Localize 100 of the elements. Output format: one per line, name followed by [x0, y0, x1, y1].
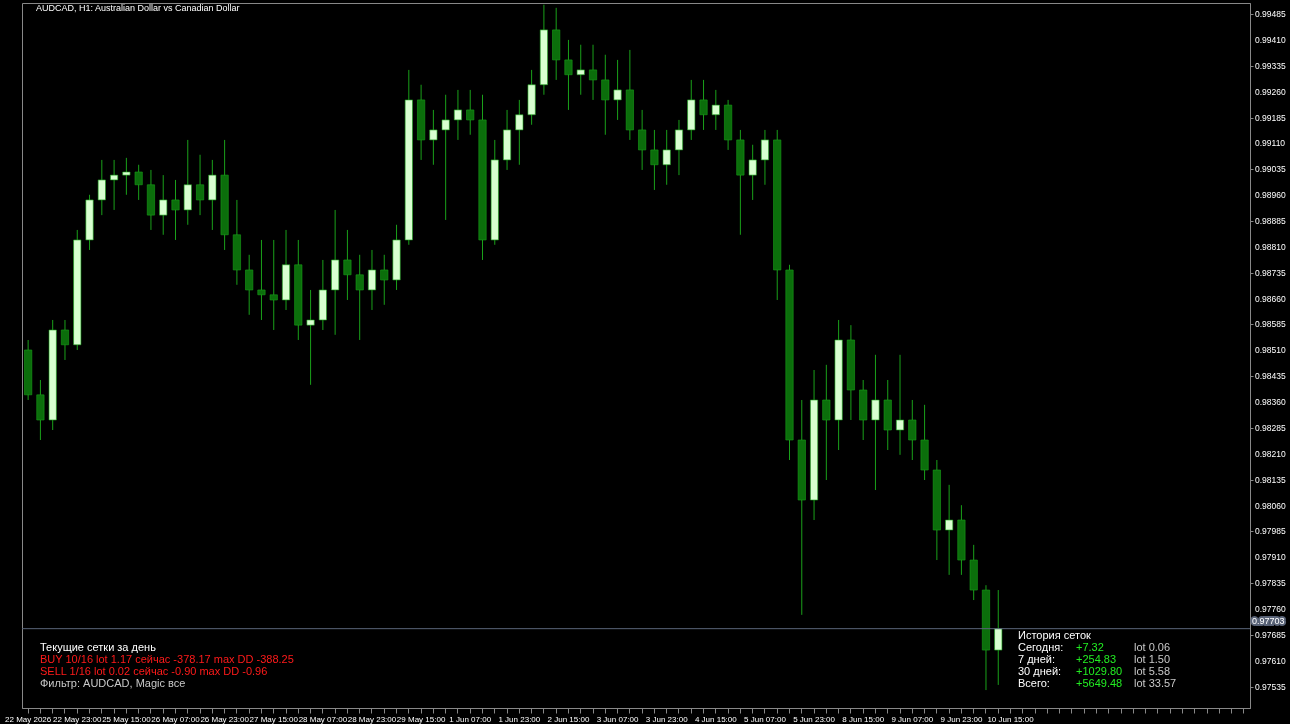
candlestick: [171, 179, 180, 241]
x-tick-label: 22 May 23:00: [53, 714, 103, 724]
candlestick: [441, 94, 450, 221]
candlestick: [466, 89, 475, 136]
candlestick: [245, 254, 254, 316]
x-tick-label: 22 May 2026: [5, 714, 52, 724]
x-tick-label: 1 Jun 23:00: [498, 714, 541, 724]
y-tick-label: 0.99485: [1255, 9, 1286, 20]
y-tick-label: 0.97760: [1255, 604, 1286, 615]
candlestick: [269, 239, 278, 331]
candlestick: [355, 254, 364, 341]
candlestick: [196, 154, 205, 216]
candlestick: [564, 39, 573, 111]
y-tick-label: 0.99185: [1255, 112, 1286, 123]
annotation: lot 5.58: [1134, 665, 1171, 677]
candlestick: [760, 129, 769, 186]
x-tick-label: 1 Jun 07:00: [449, 714, 492, 724]
y-tick-label: 0.97835: [1255, 578, 1286, 589]
y-tick-label: 0.99335: [1255, 60, 1286, 71]
x-tick-label: 9 Jun 07:00: [891, 714, 934, 724]
candlestick: [429, 109, 438, 166]
y-tick-label: 0.98210: [1255, 448, 1286, 459]
y-tick-label: 0.98810: [1255, 241, 1286, 252]
annotation: lot 0.06: [1134, 641, 1171, 653]
candlestick: [662, 129, 671, 186]
x-tick-label: 3 Jun 23:00: [645, 714, 689, 724]
candlestick: [306, 289, 315, 386]
annotation: Сегодня:: [1018, 641, 1064, 653]
annotation: +254.83: [1076, 653, 1117, 665]
y-tick-label: 0.97985: [1255, 526, 1286, 537]
chart-title: AUDCAD, H1: Australian Dollar vs Canadian Dollar: [36, 3, 240, 13]
candlestick: [122, 157, 131, 196]
x-tick-label: 9 Jun 23:00: [940, 714, 983, 724]
candlestick: [453, 89, 462, 141]
y-tick-label: 0.98885: [1255, 215, 1286, 226]
y-tick-label: 0.98060: [1255, 500, 1286, 511]
annotation: lot 1.50: [1134, 653, 1171, 665]
x-tick-label: 8 Jun 15:00: [842, 714, 885, 724]
candlestick: [945, 484, 954, 576]
x-tick-label: 26 May 23:00: [200, 714, 250, 724]
x-tick-label: 26 May 07:00: [151, 714, 201, 724]
x-tick-label: 3 Jun 07:00: [596, 714, 640, 724]
candlestick: [589, 44, 597, 101]
candlestick: [994, 589, 1003, 686]
annotation: Всего:: [1018, 677, 1050, 689]
y-tick-label: 0.99260: [1255, 86, 1286, 97]
annotation: +7.32: [1076, 641, 1104, 653]
candlestick: [97, 159, 106, 216]
x-tick-label: 27 May 15:00: [249, 714, 299, 724]
y-tick-label: 0.98135: [1255, 474, 1286, 485]
candlestick: [638, 109, 647, 171]
x-tick-label: 5 Jun 23:00: [793, 714, 836, 724]
candlestick: [601, 54, 610, 136]
y-tick-label: 0.99035: [1255, 164, 1286, 175]
ref-line-label: 0.97703: [1252, 615, 1285, 626]
candlestick: [159, 174, 168, 236]
annotation: BUY 10/16 lot 1.17 сейчас -378.17 max DD -388.25: [40, 653, 294, 665]
candlestick: [908, 399, 917, 461]
y-tick-label: 0.98435: [1255, 371, 1286, 382]
candlestick: [576, 44, 585, 96]
candlestick: [871, 354, 880, 491]
y-tick-label: 0.97685: [1255, 629, 1286, 640]
candlestick: [699, 79, 708, 131]
x-tick-label: 29 May 15:00: [396, 714, 446, 724]
candlestick: [822, 364, 831, 481]
y-tick-label: 0.98735: [1255, 267, 1286, 278]
annotation: +1029.80: [1076, 665, 1123, 677]
x-tick-label: 5 Jun 07:00: [744, 714, 787, 724]
y-tick-label: 0.97910: [1255, 552, 1286, 563]
y-tick-label: 0.99110: [1255, 138, 1286, 149]
x-tick-label: 28 May 07:00: [298, 714, 348, 724]
candlestick: [134, 164, 143, 201]
candlestick: [380, 254, 389, 306]
y-tick-label: 0.98285: [1255, 422, 1286, 433]
y-tick-label: 0.98360: [1255, 397, 1286, 408]
annotation: 7 дней:: [1018, 653, 1055, 665]
annotation: История сеток: [1018, 629, 1091, 641]
candlestick: [711, 89, 720, 131]
candlestick: [110, 159, 119, 211]
candlestick: [257, 239, 266, 321]
y-tick-label: 0.98585: [1255, 319, 1286, 330]
candlestick: [515, 99, 524, 166]
candlestick: [613, 59, 622, 121]
annotation: lot 33.57: [1134, 677, 1177, 689]
annotation: SELL 1/16 lot 0.02 сейчас -0.90 max DD -0.96: [40, 665, 268, 677]
y-tick-label: 0.98660: [1255, 293, 1286, 304]
candlestick: [343, 229, 352, 301]
x-tick-label: 28 May 23:00: [347, 714, 397, 724]
x-tick-label: 4 Jun 15:00: [694, 714, 738, 724]
annotation: Фильтр: AUDCAD, Magic все: [40, 677, 186, 689]
y-tick-label: 0.97535: [1255, 681, 1286, 692]
x-tick-label: 10 Jun 15:00: [987, 714, 1035, 724]
candlestick: [61, 319, 69, 361]
y-tick-label: 0.99410: [1255, 34, 1286, 45]
candlestick: [675, 119, 683, 176]
candlestick: [748, 144, 757, 201]
y-tick-label: 0.98510: [1255, 345, 1286, 356]
y-tick-label: 0.98960: [1255, 190, 1286, 201]
x-tick-label: 25 May 15:00: [102, 714, 152, 724]
annotation: Текущие сетки за день: [40, 641, 157, 653]
